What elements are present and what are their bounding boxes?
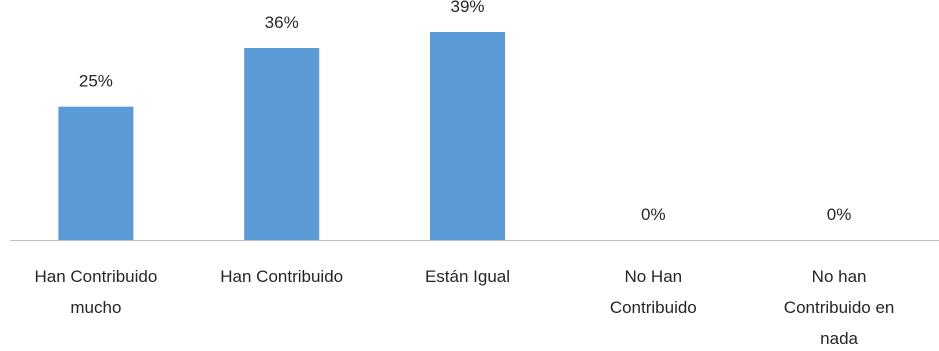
bar-2 [244, 48, 320, 240]
category-label-1-line-2: mucho [70, 298, 121, 317]
bars-group [58, 32, 505, 241]
data-label-3: 39% [450, 0, 484, 16]
category-label-5-line-3: nada [820, 329, 858, 348]
category-label-4-line-1: No Han [624, 267, 682, 286]
data-label-4: 0% [641, 205, 666, 224]
bar-3 [430, 32, 505, 240]
category-label-5-line-1: No han [812, 267, 867, 286]
category-label-4-line-2: Contribuido [610, 298, 697, 317]
category-label-3-line-1: Están Igual [425, 267, 510, 286]
data-label-5: 0% [827, 205, 852, 224]
category-label-5-line-2: Contribuido en [784, 298, 895, 317]
data-labels-group: 25% 36% 39% 0% 0% [79, 0, 852, 224]
data-label-1: 25% [79, 72, 113, 91]
category-label-1-line-1: Han Contribuido [34, 267, 157, 286]
category-label-2-line-1: Han Contribuido [220, 267, 343, 286]
bar-1 [58, 106, 134, 241]
category-labels-group: Han Contribuido mucho Han Contribuido Están… [34, 267, 894, 348]
data-label-2: 36% [265, 13, 299, 32]
